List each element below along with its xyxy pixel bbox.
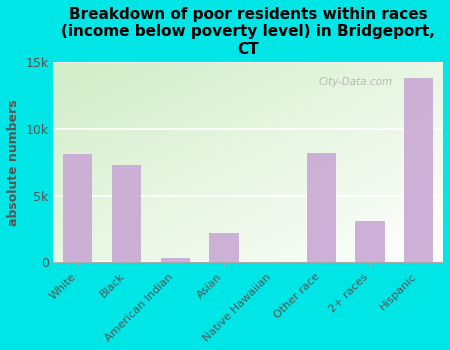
Text: City-Data.com: City-Data.com — [319, 77, 392, 87]
Bar — [112, 165, 141, 262]
Y-axis label: absolute numbers: absolute numbers — [7, 99, 20, 225]
Bar — [356, 221, 385, 262]
Bar — [63, 154, 92, 262]
Bar — [404, 78, 433, 262]
Bar — [209, 233, 238, 262]
Bar — [307, 153, 336, 262]
Bar — [161, 258, 190, 262]
Title: Breakdown of poor residents within races
(income below poverty level) in Bridgep: Breakdown of poor residents within races… — [61, 7, 435, 57]
